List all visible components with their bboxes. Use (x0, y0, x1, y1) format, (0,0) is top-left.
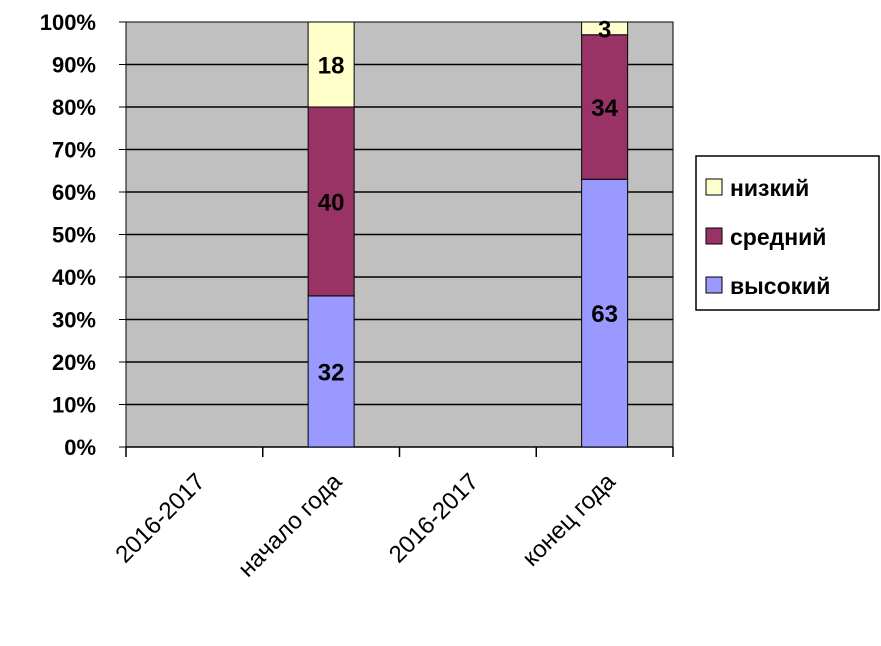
bars (307, 21, 629, 448)
legend-swatch (705, 227, 723, 245)
category-label: начало года (233, 468, 348, 583)
data-label: 34 (591, 95, 618, 122)
data-labels: 32 40 18 63 34 3 (318, 16, 619, 386)
bar-segment (581, 178, 629, 448)
y-axis-ticks: 0% 10% 20% 30% 40% 50% 60% 70% 80% 90% 100% (40, 10, 126, 460)
category-label: 2016-2017 (384, 468, 484, 568)
category-labels: 2016-2017 начало года 2016-2017 конец года (110, 468, 621, 583)
y-tick-label: 10% (52, 393, 96, 418)
y-tick-label: 90% (52, 53, 96, 78)
y-tick-label: 30% (52, 308, 96, 333)
legend-swatch (705, 276, 723, 294)
bar-segment (581, 34, 629, 180)
bar-segment (307, 106, 355, 297)
legend-box (695, 155, 880, 311)
legend: низкий средний высокий (695, 155, 880, 311)
y-tick-label: 0% (64, 435, 96, 460)
bar-segment (581, 21, 629, 36)
y-tick-label: 100% (40, 10, 96, 35)
y-tick-label: 80% (52, 95, 96, 120)
legend-label: низкий (730, 175, 809, 201)
data-label: 32 (318, 359, 345, 386)
data-label: 3 (598, 16, 611, 43)
x-axis (125, 446, 674, 457)
y-tick-label: 70% (52, 138, 96, 163)
data-label: 63 (591, 301, 618, 328)
category-label: 2016-2017 (110, 468, 210, 568)
y-tick-label: 20% (52, 350, 96, 375)
y-tick-label: 60% (52, 180, 96, 205)
legend-swatch (705, 178, 723, 196)
legend-label: средний (730, 224, 826, 250)
y-tick-label: 40% (52, 265, 96, 290)
bar-segment (307, 21, 355, 108)
y-tick-label: 50% (52, 223, 96, 248)
data-label: 40 (318, 189, 345, 216)
data-label: 18 (318, 53, 345, 80)
bar-segment (307, 295, 355, 448)
category-label: конец года (517, 468, 621, 572)
legend-label: высокий (730, 273, 830, 299)
